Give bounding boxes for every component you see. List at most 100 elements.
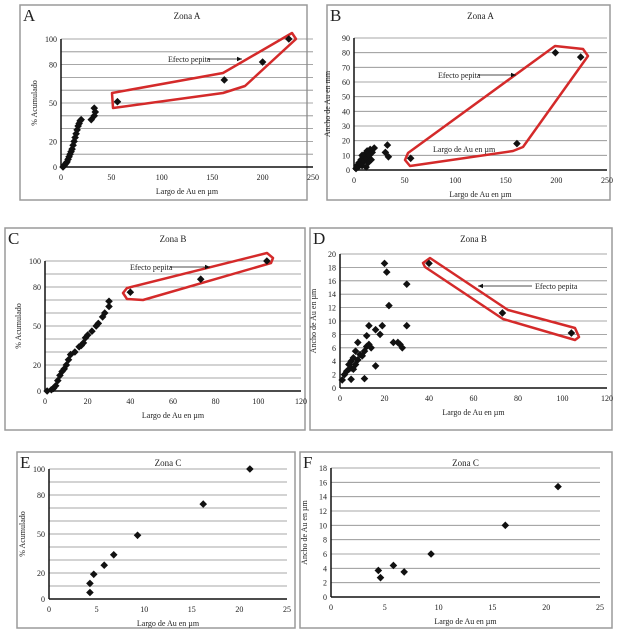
x-tick-label: 0	[329, 603, 333, 612]
data-point	[425, 259, 433, 268]
data-point	[220, 76, 229, 84]
data-point	[389, 338, 398, 347]
y-tick-label: 0	[37, 387, 41, 396]
x-tick-label: 5	[383, 603, 387, 612]
x-tick-label: 50	[401, 176, 409, 185]
x-axis-label: Largo de Au en µm	[442, 408, 505, 417]
data-point	[100, 309, 109, 317]
y-tick-label: 8	[323, 536, 327, 545]
y-tick-label: 0	[53, 163, 57, 172]
y-tick-label: 60	[342, 78, 350, 87]
data-point	[354, 163, 362, 171]
y-tick-label: 70	[342, 63, 350, 72]
y-tick-label: 20	[37, 569, 45, 578]
data-point	[498, 309, 507, 317]
data-point	[100, 561, 109, 569]
data-point	[367, 344, 375, 352]
panel-letter: F	[303, 453, 312, 472]
x-tick-label: 100	[156, 173, 168, 182]
chart-title: Zona B	[160, 234, 187, 244]
data-point	[402, 280, 411, 288]
y-tick-label: 50	[37, 530, 45, 539]
y-tick-label: 12	[319, 507, 327, 516]
y-tick-label: 100	[33, 465, 45, 474]
y-tick-label: 2	[332, 371, 336, 380]
data-point	[362, 331, 371, 340]
x-tick-label: 250	[601, 176, 613, 185]
data-point	[342, 367, 351, 376]
data-point	[367, 155, 376, 164]
data-point	[340, 370, 349, 379]
y-axis-label: % Acumulado	[30, 80, 39, 126]
y-tick-label: 40	[342, 107, 350, 116]
y-tick-label: 10	[328, 317, 336, 326]
data-point	[196, 275, 205, 283]
x-tick-label: 25	[283, 605, 291, 614]
data-point	[385, 301, 393, 310]
data-point	[427, 550, 435, 558]
data-point	[105, 297, 113, 306]
data-point	[389, 561, 398, 570]
data-point	[501, 521, 510, 530]
data-point	[105, 302, 113, 311]
arrow-head-icon	[511, 72, 516, 78]
nugget-effect-outline	[110, 31, 298, 110]
y-tick-label: 80	[33, 283, 41, 292]
data-point	[358, 151, 366, 160]
nugget-effect-outline	[421, 256, 581, 342]
data-point	[71, 348, 79, 356]
data-point	[376, 573, 385, 582]
y-tick-label: 2	[323, 579, 327, 588]
data-point	[363, 147, 371, 155]
y-axis-label: Ancho de Au en µm	[309, 288, 318, 353]
data-point	[576, 53, 585, 61]
data-point	[263, 257, 271, 265]
x-tick-label: 15	[488, 603, 496, 612]
x-tick-label: 120	[601, 394, 613, 403]
x-tick-label: 100	[557, 394, 569, 403]
y-tick-label: 20	[49, 137, 57, 146]
panel-frame	[309, 227, 613, 431]
data-point	[90, 104, 99, 112]
x-tick-label: 20	[84, 397, 92, 406]
panel-frame	[16, 451, 296, 629]
data-point	[567, 329, 576, 337]
data-point	[374, 566, 383, 575]
data-point	[88, 327, 96, 335]
x-tick-label: 25	[596, 603, 604, 612]
y-tick-label: 0	[346, 166, 350, 175]
y-tick-label: 30	[342, 122, 350, 131]
arrow-head-icon	[237, 56, 242, 62]
y-tick-label: 6	[332, 344, 336, 353]
data-point	[398, 344, 407, 352]
annotation-label: Efecto pepita	[535, 282, 578, 291]
x-tick-label: 10	[435, 603, 443, 612]
data-point	[370, 144, 379, 152]
data-point	[109, 551, 118, 559]
data-point	[381, 148, 390, 157]
data-point	[354, 356, 362, 364]
x-tick-label: 10	[140, 605, 148, 614]
y-tick-label: 16	[328, 277, 336, 286]
data-point	[378, 321, 387, 330]
x-axis-label: Largo de Au en µm	[142, 411, 205, 420]
x-tick-label: 0	[47, 605, 51, 614]
x-tick-label: 0	[59, 173, 63, 182]
data-point	[371, 325, 380, 334]
y-tick-label: 20	[33, 361, 41, 370]
panel-letter: A	[23, 6, 36, 25]
panel-f: 0 5 10 15 20 25 0 2 4 6 8 10 12 14 16 18 F Zona C Largo de…	[299, 451, 613, 629]
data-point	[376, 330, 384, 339]
x-tick-label: 200	[550, 176, 562, 185]
y-tick-label: 80	[49, 61, 57, 70]
data-point	[554, 482, 562, 491]
data-point	[54, 376, 62, 385]
data-point	[69, 141, 77, 150]
arrow-head-icon	[478, 283, 483, 289]
chart-title: Zona A	[467, 11, 494, 21]
panel-letter: C	[8, 229, 19, 248]
y-axis-label: % Acumulado	[18, 511, 27, 557]
data-point	[347, 375, 355, 384]
y-tick-label: 18	[319, 464, 327, 473]
y-tick-label: 0	[41, 595, 45, 604]
